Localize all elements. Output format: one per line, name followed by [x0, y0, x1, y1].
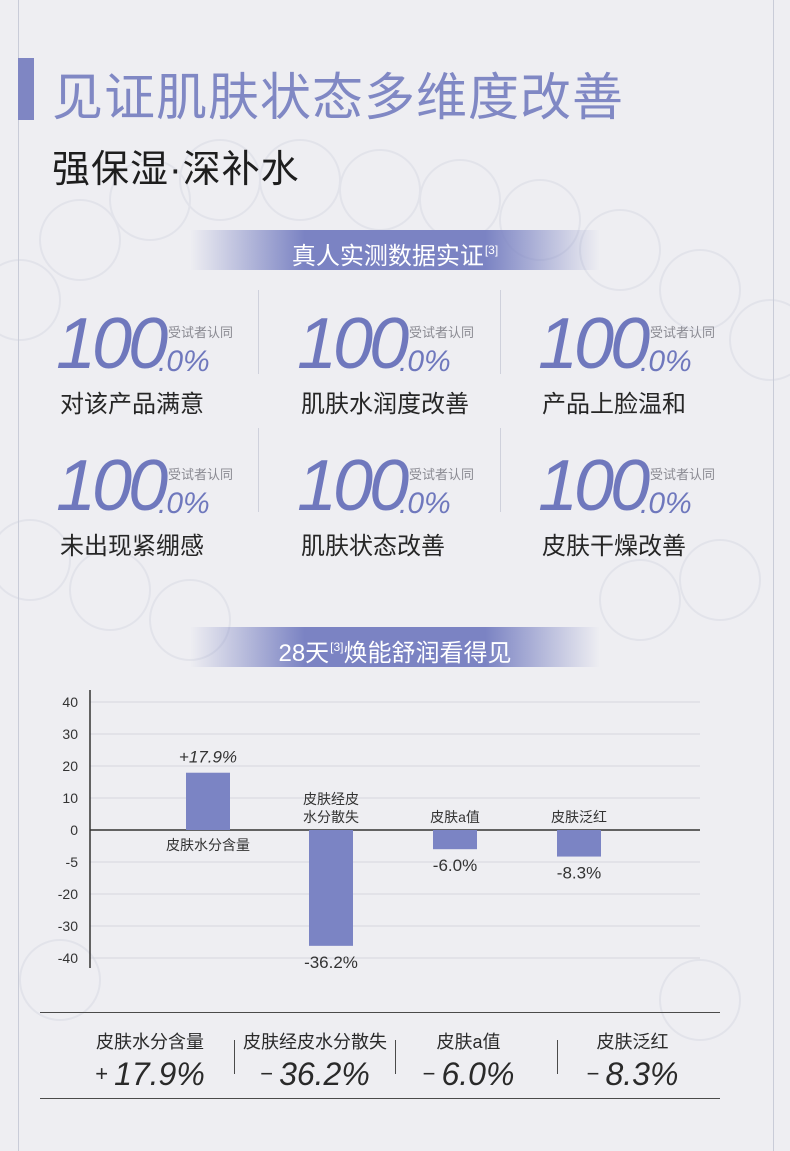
stat-desc: 未出现紧绷感	[60, 533, 204, 560]
stat-tag: 受试者认同	[409, 467, 475, 482]
summary-bottom-rule	[40, 1098, 720, 1099]
summary-label: 皮肤经皮水分散失	[243, 1032, 387, 1052]
bar	[433, 830, 477, 850]
summary-item: 皮肤泛红 −8.3%	[555, 1028, 710, 1093]
ribbon-text: 真人实测数据实证	[291, 243, 484, 270]
category-label: 水分散失	[303, 809, 359, 825]
page-title: 见证肌肤状态多维度改善	[52, 69, 625, 126]
stat-card: 100 .0% 受试者认同 对该产品满意	[56, 308, 256, 418]
stat-decimal: .0%	[640, 487, 692, 520]
summary-divider	[395, 1040, 396, 1074]
stat-card: 100 .0% 受试者认同 产品上脸温和	[538, 308, 738, 418]
ribbon-text-pre: 28天	[278, 640, 330, 667]
stat-tag: 受试者认同	[650, 467, 716, 482]
summary-value-wrap: −36.2%	[240, 1056, 390, 1093]
ribbon-reference: [3]	[330, 640, 344, 654]
data-label: +17.9%	[179, 748, 237, 767]
y-tick-label: -30	[58, 918, 78, 934]
stat-desc: 对该产品满意	[60, 391, 204, 418]
stat-value: 100	[538, 446, 650, 526]
stat-decimal: .0%	[640, 345, 692, 378]
y-tick-label: 40	[62, 694, 78, 710]
stat-tag: 受试者认同	[168, 467, 234, 482]
data-label: -8.3%	[557, 864, 601, 883]
page-subtitle: 强保湿·深补水	[52, 149, 300, 191]
stat-tag: 受试者认同	[650, 325, 716, 340]
stat-card: 100 .0% 受试者认同 肌肤水润度改善	[297, 308, 497, 418]
summary-top-rule	[40, 1012, 720, 1013]
y-tick-label: 30	[62, 726, 78, 742]
section-ribbon-test-data: 真人实测数据实证[3]	[190, 230, 600, 270]
stat-divider	[500, 290, 501, 374]
bar	[186, 772, 230, 830]
data-label: -6.0%	[433, 856, 477, 875]
summary-value-wrap: +17.9%	[70, 1056, 230, 1093]
stat-value: 100	[56, 446, 168, 526]
title-accent-bar	[18, 58, 34, 120]
summary-label: 皮肤泛红	[596, 1032, 669, 1052]
y-tick-label: 0	[70, 822, 78, 838]
stat-card: 100 .0% 受试者认同 肌肤状态改善	[297, 450, 497, 560]
stat-divider	[258, 428, 259, 512]
stat-tag: 受试者认同	[168, 325, 234, 340]
stat-desc: 肌肤状态改善	[301, 533, 445, 560]
stat-tag: 受试者认同	[409, 325, 475, 340]
category-label: 皮肤水分含量	[166, 837, 250, 853]
summary-value: 36.2%	[279, 1056, 370, 1092]
summary-label: 皮肤a值	[436, 1032, 501, 1052]
stat-value: 100	[56, 304, 168, 384]
y-tick-label: -5	[66, 854, 79, 870]
stat-value: 100	[297, 446, 409, 526]
ribbon-text-post: 焕能舒润看得见	[343, 640, 512, 667]
frame-line-right	[773, 0, 774, 1151]
y-tick-label: -40	[58, 950, 78, 966]
y-tick-label: 10	[62, 790, 78, 806]
category-label: 皮肤a值	[430, 809, 480, 825]
data-label: -36.2%	[304, 953, 358, 972]
stat-value: 100	[297, 304, 409, 384]
summary-sign: −	[586, 1061, 600, 1086]
summary-value-wrap: −8.3%	[555, 1056, 710, 1093]
stat-decimal: .0%	[158, 345, 210, 378]
summary-sign: +	[95, 1061, 109, 1086]
summary-divider	[234, 1040, 235, 1074]
stat-desc: 肌肤水润度改善	[301, 391, 469, 418]
summary-item: 皮肤a值 −6.0%	[396, 1028, 541, 1093]
stat-decimal: .0%	[399, 487, 451, 520]
stat-desc: 皮肤干燥改善	[542, 533, 686, 560]
category-label: 皮肤经皮	[303, 791, 359, 807]
stat-desc: 产品上脸温和	[542, 391, 686, 418]
stat-divider	[500, 428, 501, 512]
frame-line-left	[18, 0, 19, 1151]
stat-decimal: .0%	[158, 487, 210, 520]
summary-value: 6.0%	[441, 1056, 515, 1092]
y-tick-label: -20	[58, 886, 78, 902]
summary-sign: −	[260, 1061, 274, 1086]
category-label: 皮肤泛红	[551, 809, 607, 825]
bar	[557, 830, 601, 857]
stat-decimal: .0%	[399, 345, 451, 378]
stat-card: 100 .0% 受试者认同 皮肤干燥改善	[538, 450, 738, 560]
summary-item: 皮肤经皮水分散失 −36.2%	[240, 1028, 390, 1093]
stat-divider	[258, 290, 259, 374]
section-ribbon-28-days: 28天[3]焕能舒润看得见	[190, 627, 600, 667]
summary-value-wrap: −6.0%	[396, 1056, 541, 1093]
summary-value: 17.9%	[114, 1056, 205, 1092]
summary-label: 皮肤水分含量	[96, 1032, 204, 1052]
y-tick-label: 20	[62, 758, 78, 774]
bar	[309, 830, 353, 946]
ribbon-reference: [3]	[484, 243, 499, 257]
summary-divider	[557, 1040, 558, 1074]
stat-value: 100	[538, 304, 650, 384]
summary-sign: −	[422, 1061, 436, 1086]
stat-card: 100 .0% 受试者认同 未出现紧绷感	[56, 450, 256, 560]
summary-item: 皮肤水分含量 +17.9%	[70, 1028, 230, 1093]
bar-chart: 40 30 20 10 0 -5 -20 -30 -40 +17.9% 皮肤水分含量 -36.2% 皮肤…	[58, 690, 700, 972]
summary-value: 8.3%	[605, 1056, 679, 1092]
